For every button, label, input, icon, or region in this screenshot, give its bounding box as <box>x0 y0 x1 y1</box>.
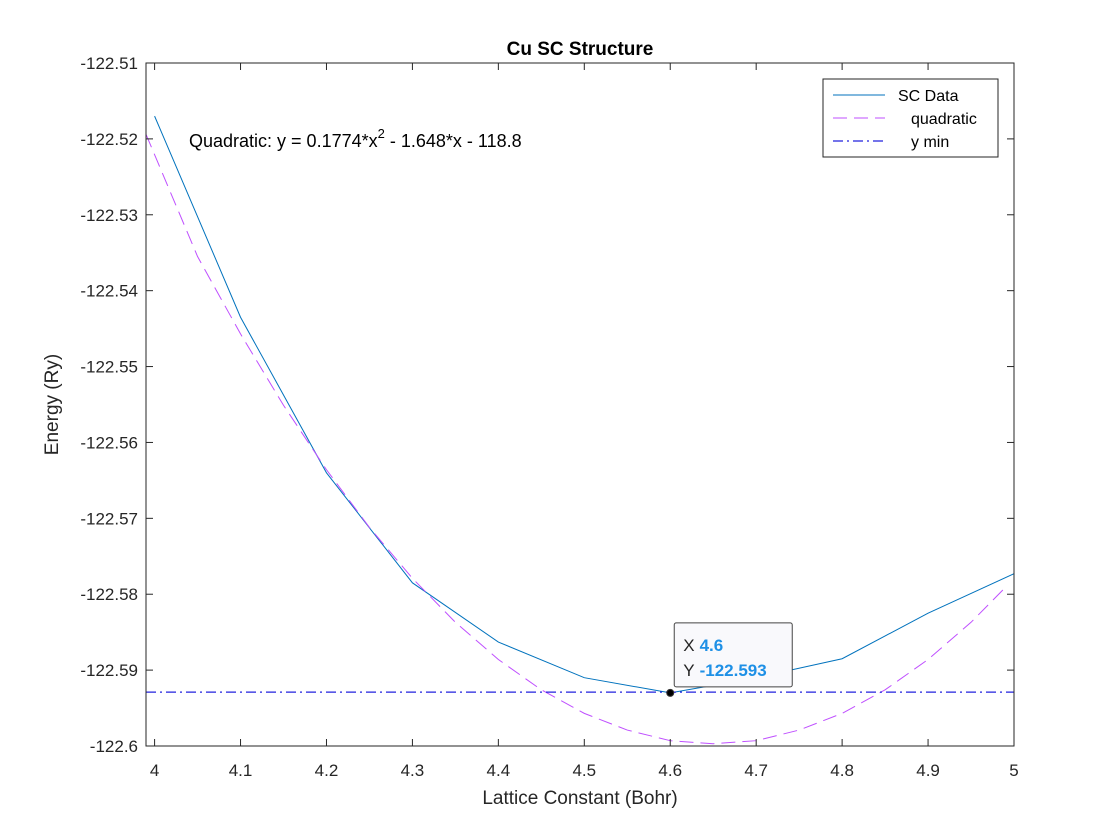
fit-equation-exponent: 2 <box>378 126 385 141</box>
y-tick-label: -122.57 <box>80 509 138 528</box>
x-tick-label: 5 <box>1009 761 1018 780</box>
x-axis-label: Lattice Constant (Bohr) <box>482 788 677 809</box>
x-tick-label: 4.9 <box>916 761 940 780</box>
fit-equation-suffix: - 1.648*x - 118.8 <box>385 131 522 151</box>
x-tick-label: 4 <box>150 761 159 780</box>
chart-title: Cu SC Structure <box>507 39 654 60</box>
plot-area <box>146 63 1014 746</box>
x-tick-label: 4.2 <box>315 761 339 780</box>
series-layer <box>146 115 1014 745</box>
fit-equation-prefix: Quadratic: y = 0.1774*x <box>189 131 378 151</box>
fit-equation-annotation: Quadratic: y = 0.1774*x2 - 1.648*x - 118… <box>189 126 522 151</box>
x-tick-label: 4.7 <box>744 761 768 780</box>
legend-box <box>822 78 999 158</box>
y-tick-label: -122.56 <box>80 433 138 452</box>
x-tick-label: 4.5 <box>572 761 596 780</box>
x-tick-label: 4.6 <box>658 761 682 780</box>
y-tick-label: -122.59 <box>80 661 138 680</box>
series-line-quadratic[interactable] <box>146 134 1006 745</box>
y-tick-label: -122.52 <box>80 130 138 149</box>
datatip-marker[interactable] <box>666 688 675 697</box>
datatip-box <box>673 622 793 688</box>
legend-label-quadratic: quadratic <box>911 111 977 128</box>
y-tick-label: -122.55 <box>80 358 138 377</box>
y-tick-label: -122.54 <box>80 282 138 301</box>
x-tick-label: 4.3 <box>401 761 425 780</box>
datatip[interactable]: X 4.6 Y -122.593 <box>666 622 793 697</box>
y-axis-label: Energy (Ry) <box>42 354 63 455</box>
legend-label-y-min: y min <box>911 134 949 151</box>
y-tick-label: -122.6 <box>90 737 138 756</box>
legend-label-sc-data: SC Data <box>898 88 959 105</box>
y-tick-label: -122.51 <box>80 54 138 73</box>
y-tick-label: -122.53 <box>80 206 138 225</box>
x-tick-label: 4.4 <box>487 761 511 780</box>
datatip-y-label: Y <box>683 661 694 680</box>
datatip-x-value: 4.6 <box>700 636 724 655</box>
x-tick-label: 4.1 <box>229 761 253 780</box>
datatip-x-label: X <box>683 636 694 655</box>
datatip-y-row: Y -122.593 <box>683 661 766 680</box>
plot-frame <box>145 62 1015 747</box>
datatip-y-value: -122.593 <box>700 661 767 680</box>
legend[interactable]: SC Data quadratic y min <box>822 78 999 158</box>
datatip-x-row: X 4.6 <box>683 636 723 655</box>
series-line-sc-data[interactable] <box>154 115 1014 694</box>
x-tick-label: 4.8 <box>830 761 854 780</box>
axis-ticks: 4 4.1 4.2 4.3 4.4 4.5 4.6 4.7 4.8 4.9 5 -122.51 -122… <box>80 54 1018 780</box>
y-tick-label: -122.58 <box>80 585 138 604</box>
